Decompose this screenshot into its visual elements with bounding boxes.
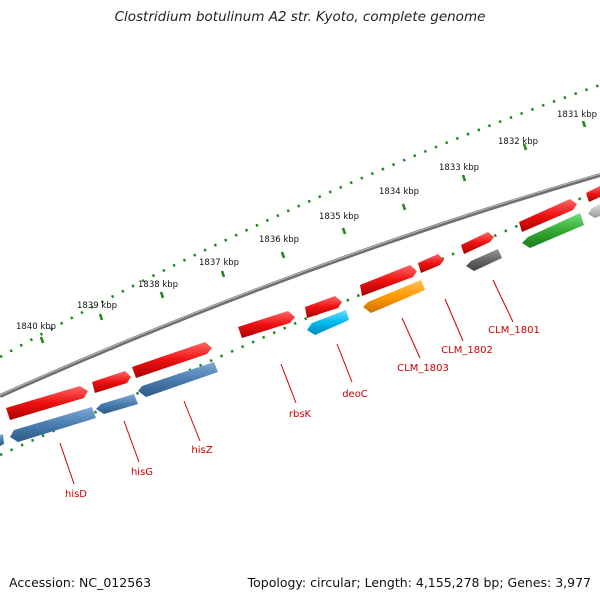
tick-label: 1839 kbp [77, 301, 117, 311]
tick-label: 1837 kbp [199, 258, 239, 268]
gene-label: hisZ [191, 445, 212, 456]
tick-1838 [159, 291, 165, 299]
tick-1834 [401, 203, 407, 211]
major-ticks [39, 120, 587, 344]
gene-arrow [461, 232, 494, 254]
forward-strand-genes [6, 186, 600, 420]
gene-arrow [10, 407, 96, 442]
leader-line [59, 442, 75, 485]
tick-label: 1834 kbp [379, 187, 419, 197]
gene-arrow [6, 386, 88, 420]
tick-1833 [461, 174, 467, 182]
genome-summary-text: Topology: circular; Length: 4,155,278 bp… [247, 575, 591, 590]
leader-line [444, 298, 464, 342]
tick-label: 1831 kbp [557, 110, 597, 120]
tick-label: 1832 kbp [498, 137, 538, 147]
label-leaders [59, 279, 514, 485]
leader-line [280, 363, 297, 404]
map-title: Clostridium botulinum A2 str. Kyoto, com… [114, 9, 486, 25]
tick-label: 1836 kbp [259, 235, 299, 245]
tick-1835 [341, 227, 347, 235]
tick-1840 [39, 336, 45, 344]
leader-line [492, 279, 514, 323]
tick-1836 [280, 251, 286, 259]
gene-arrow [132, 342, 212, 378]
tick-1837 [220, 270, 226, 278]
gene-label: hisD [65, 489, 87, 500]
gene-arrow [0, 434, 4, 446]
reverse-strand-genes [0, 204, 600, 446]
tick-1831 [581, 120, 587, 128]
gene-labels: CLM_1801 CLM_1802 CLM_1803 deoC rbsK his… [65, 325, 540, 500]
leader-line [401, 317, 421, 359]
gene-arrow [96, 394, 138, 414]
gene-label: deoC [342, 389, 368, 400]
tick-label: 1833 kbp [439, 163, 479, 173]
tick-label: 1835 kbp [319, 212, 359, 222]
leader-line [336, 343, 353, 383]
gene-label: rbsK [289, 409, 312, 420]
gene-arrow [363, 280, 425, 313]
leader-line [123, 420, 140, 463]
tick-1832 [522, 143, 528, 151]
gene-arrow [360, 265, 417, 296]
gene-arrow [466, 249, 502, 271]
gene-arrow [522, 213, 584, 248]
gene-label: CLM_1803 [397, 363, 449, 374]
accession-text: Accession: NC_012563 [9, 575, 152, 590]
tick-label: 1838 kbp [138, 280, 178, 290]
tick-1839 [98, 313, 104, 321]
gene-label: hisG [131, 467, 153, 478]
gene-arrow [418, 254, 444, 273]
leader-line [183, 400, 201, 442]
genome-backbone-highlight [0, 173, 600, 396]
gene-arrow [92, 371, 131, 393]
genome-backbone [0, 173, 600, 398]
gene-arrow [238, 311, 295, 338]
gene-arrow [519, 199, 577, 232]
gene-arrow [138, 362, 218, 397]
tick-label: 1840 kbp [16, 322, 56, 332]
gene-arrow [305, 296, 342, 318]
gene-arrow [588, 204, 600, 218]
gene-arrow [586, 186, 600, 202]
tick-labels: 1831 kbp 1832 kbp 1833 kbp 1834 kbp 1835… [16, 110, 597, 332]
gene-label: CLM_1801 [488, 325, 540, 336]
gene-arrow [307, 310, 349, 335]
gene-label: CLM_1802 [441, 345, 493, 356]
